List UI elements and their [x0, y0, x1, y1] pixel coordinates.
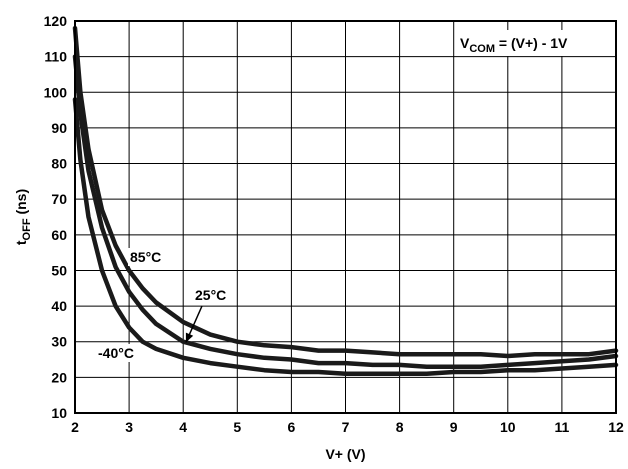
- annotation-minus40c: -40°C: [98, 345, 134, 361]
- x-tick-label: 11: [554, 419, 569, 435]
- series-line-minus40c: [72, 97, 619, 377]
- x-axis-label: V+ (V): [325, 446, 365, 462]
- annotations: 85°C 25°C -40°C: [96, 248, 229, 362]
- y-tick-label: 60: [51, 227, 67, 243]
- condition-label-main: V: [460, 35, 470, 51]
- y-axis-label-sub: OFF: [21, 218, 33, 240]
- annotation-85c: 85°C: [130, 249, 161, 265]
- y-tick-label: 40: [51, 298, 67, 314]
- x-tick-label: 7: [342, 419, 350, 435]
- x-tick-label: 12: [608, 419, 624, 435]
- x-tick-label: 4: [179, 419, 187, 435]
- series-line-85c: [72, 25, 619, 359]
- x-tick-label: 8: [396, 419, 404, 435]
- annotation-minus40c-bg: [96, 344, 136, 362]
- annotation-25c-arrowhead: [185, 332, 194, 343]
- y-tick-label: 10: [51, 405, 67, 421]
- y-axis-label-rest: (ns): [13, 189, 29, 219]
- annotation-85c-bg: [128, 248, 164, 266]
- y-tick-label: 110: [44, 49, 67, 65]
- series-line-25c: [72, 54, 619, 369]
- plot-frame: [74, 20, 617, 414]
- annotation-25c: 25°C: [195, 287, 226, 303]
- condition-box-bg: [455, 30, 613, 56]
- y-tick-label: 120: [44, 13, 68, 29]
- annotation-25c-bg: [193, 286, 229, 304]
- x-tick-label: 5: [233, 419, 241, 435]
- y-tick-label: 100: [44, 84, 68, 100]
- x-tick-label: 2: [71, 419, 79, 435]
- x-tick-label: 3: [125, 419, 133, 435]
- condition-label-sub: COM: [469, 43, 495, 55]
- y-tick-label: 80: [51, 156, 67, 172]
- condition-box: VCOM = (V+) - 1V: [455, 30, 613, 56]
- y-tick-label: 90: [51, 120, 67, 136]
- y-tick-label: 20: [51, 369, 67, 385]
- y-tick-label: 30: [51, 334, 67, 350]
- y-tick-label: 50: [51, 262, 67, 278]
- x-tick-label: 6: [288, 419, 296, 435]
- tick-labels: 2 3 4 5 6 7 8 9 10 11 12 10 20 30 40 50 60 70 80 90 100 110 12…: [44, 13, 624, 435]
- condition-label: VCOM = (V+) - 1V: [460, 35, 568, 55]
- y-axis-label: tOFF (ns): [13, 189, 33, 245]
- x-tick-label: 10: [500, 419, 516, 435]
- y-axis-label-main: t: [13, 240, 29, 245]
- chart-series-group: [72, 25, 619, 377]
- y-tick-label: 70: [51, 191, 67, 207]
- x-tick-label: 9: [450, 419, 458, 435]
- condition-label-rest: = (V+) - 1V: [495, 35, 568, 51]
